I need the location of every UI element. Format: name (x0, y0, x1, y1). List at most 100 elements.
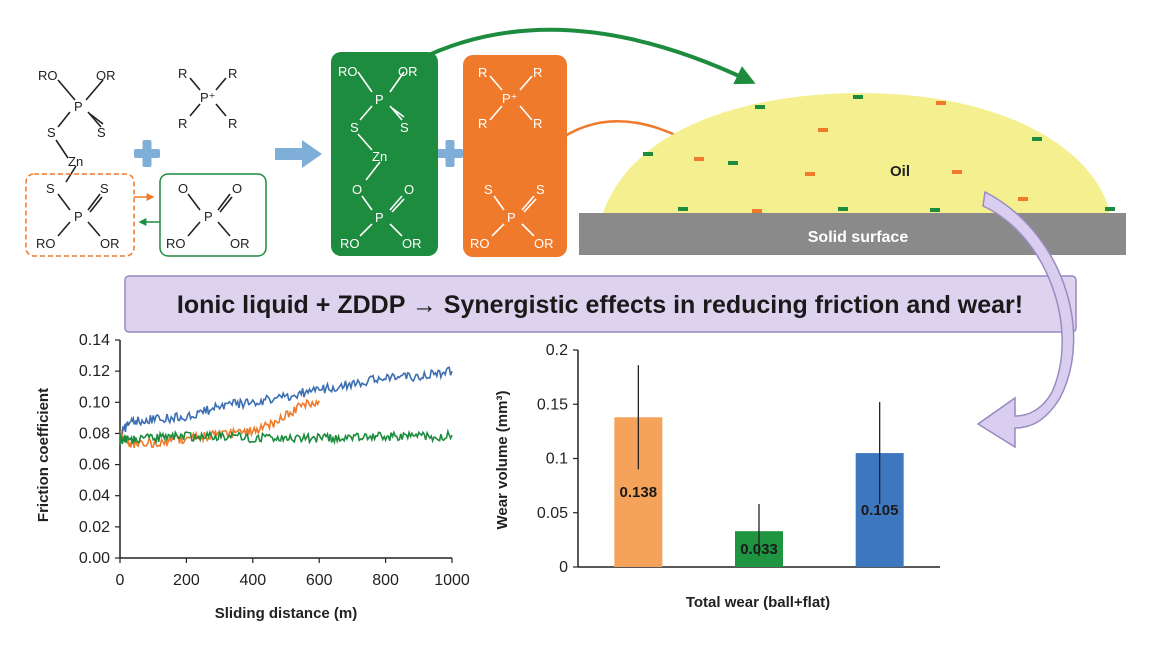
wear-chart-y-tick-label: 0.2 (546, 342, 568, 359)
zddp-label-p1: P (74, 99, 83, 114)
reaction-arrow-icon (275, 140, 322, 168)
green-box-label-o1: O (352, 182, 362, 197)
zddp-label-zn: Zn (68, 154, 83, 169)
friction-chart-y-tick-label: 0.06 (79, 457, 110, 474)
zddp-label-s2: S (97, 125, 106, 140)
friction-chart: 0.00 0.02 0.04 0.06 0.08 0.10 0.12 0.14 0 200 400… (35, 332, 470, 622)
friction-chart-y-tick-label: 0.02 (79, 519, 110, 536)
wear-bar-value-label: 0.033 (740, 541, 778, 558)
zddp-label-s4: S (100, 181, 109, 196)
friction-chart-y-tick-label: 0.10 (79, 394, 110, 411)
friction-chart-x-tick-label: 800 (372, 572, 399, 589)
phosphate-box (159, 173, 267, 257)
orange-box-label-r2: R (533, 65, 542, 80)
phosphate-label-o2: O (232, 181, 242, 196)
oil-label: Oil (890, 163, 910, 180)
friction-series-blue (119, 366, 453, 440)
orange-box-label-r3: R (478, 116, 487, 131)
green-box-background (331, 52, 438, 256)
orange-box-label-r1: R (478, 65, 487, 80)
friction-chart-x-tick-label: 200 (173, 572, 200, 589)
wear-chart-x-label: Total wear (ball+flat) (686, 594, 830, 611)
zddp-label-s1: S (47, 125, 56, 140)
phosphonium-molecule: R R P⁺ R R (178, 66, 237, 131)
zddp-molecule: RO OR P S S Zn S S P RO OR (25, 68, 135, 257)
zddp-label-s3: S (46, 181, 55, 196)
friction-chart-x-tick-label: 0 (116, 572, 125, 589)
wear-bar-value-label: 0.138 (620, 484, 658, 501)
plus-icon (134, 140, 160, 167)
friction-series-green (119, 428, 453, 446)
phosphonium-label-r4: R (228, 116, 237, 131)
wear-chart-bars: 0.138 0.033 0.105 (614, 365, 904, 567)
phosphate-label-p: P (204, 209, 213, 224)
green-box-label-ro2: RO (340, 236, 360, 251)
wear-chart-y-ticks: 0 0.05 0.1 0.15 0.2 (537, 342, 578, 576)
orange-box-label-p1: P⁺ (502, 91, 518, 106)
orange-product-box: R R P⁺ R R S S P RO OR (463, 55, 567, 257)
green-box-label-p1: P (375, 92, 384, 107)
green-box-label-p2: P (375, 210, 384, 225)
banner-background (124, 275, 1077, 333)
green-box-label-zn: Zn (372, 149, 387, 164)
friction-chart-x-tick-label: 1000 (434, 572, 470, 589)
friction-chart-y-label: Friction coefficient (35, 388, 52, 522)
wear-chart-y-tick-label: 0.1 (546, 451, 568, 468)
friction-chart-axes: 0.00 0.02 0.04 0.06 0.08 0.10 0.12 0.14 0 200 400… (79, 332, 470, 589)
phosphate-label-o1: O (178, 181, 188, 196)
friction-chart-y-tick-label: 0.14 (79, 332, 110, 349)
phosphate-molecule: O O P RO OR (159, 173, 267, 257)
green-box-label-or2: OR (402, 236, 422, 251)
phosphonium-label-r1: R (178, 66, 187, 81)
friction-chart-y-tick-label: 0.00 (79, 550, 110, 567)
green-box-label-or1: OR (398, 64, 418, 79)
friction-series-orange (119, 398, 320, 449)
wear-chart: 0 0.05 0.1 0.15 0.2 0.138 0.033 0.105 Total we… (494, 342, 940, 611)
green-box-label-ro1: RO (338, 64, 358, 79)
orange-box-label-p2: P (507, 210, 516, 225)
zddp-label-p2: P (74, 209, 83, 224)
friction-chart-y-tick-label: 0.04 (79, 488, 110, 505)
reaction-scheme: RO OR P S S Zn S S P RO OR R R P⁺ (25, 27, 756, 257)
zddp-label-or2: OR (100, 236, 120, 251)
phosphonium-label-p: P⁺ (200, 90, 216, 105)
phosphate-label-ro: RO (166, 236, 186, 251)
green-box-label-s1: S (350, 120, 359, 135)
oil-on-surface-illustration: Oil Solid surface (579, 93, 1126, 255)
friction-chart-y-tick-label: 0.08 (79, 425, 110, 442)
zddp-label-or1: OR (96, 68, 116, 83)
wear-chart-y-tick-label: 0.15 (537, 396, 568, 413)
orange-box-label-ro: RO (470, 236, 490, 251)
orange-box-background (463, 55, 567, 257)
green-curved-arrow-icon (417, 27, 756, 85)
zddp-label-ro2: RO (36, 236, 56, 251)
zddp-dithiophosphate-box (25, 173, 135, 257)
plus-icon (437, 140, 463, 167)
curved-feedback-arrow-icon (976, 190, 1075, 449)
solid-surface-label: Solid surface (808, 229, 909, 246)
friction-chart-y-ticks: 0.00 0.02 0.04 0.06 0.08 0.10 0.12 0.14 (79, 332, 120, 567)
orange-box-label-s1: S (484, 182, 493, 197)
friction-chart-x-tick-label: 400 (239, 572, 266, 589)
summary-banner: Ionic liquid + ZDDP → Synergistic effect… (124, 275, 1077, 333)
wear-chart-y-tick-label: 0 (559, 559, 568, 576)
phosphonium-label-r3: R (178, 116, 187, 131)
green-box-label-s2: S (400, 120, 409, 135)
orange-box-label-s2: S (536, 182, 545, 197)
green-ion-markers (643, 95, 1115, 212)
friction-chart-x-ticks: 0 200 400 600 800 1000 (116, 558, 470, 589)
wear-bar-value-label: 0.105 (861, 502, 899, 519)
orange-box-label-r4: R (533, 116, 542, 131)
oil-droplet (603, 93, 1110, 213)
phosphonium-label-r2: R (228, 66, 237, 81)
green-box-label-o2: O (404, 182, 414, 197)
orange-ion-markers (694, 101, 1028, 213)
friction-chart-x-tick-label: 600 (306, 572, 333, 589)
zddp-label-ro1: RO (38, 68, 58, 83)
green-product-box: RO OR P S S Zn O O P RO OR (331, 52, 438, 256)
phosphate-label-or: OR (230, 236, 250, 251)
wear-chart-y-tick-label: 0.05 (537, 505, 568, 522)
wear-chart-y-label: Wear volume (mm³) (494, 391, 511, 530)
friction-chart-x-label: Sliding distance (m) (215, 605, 358, 622)
